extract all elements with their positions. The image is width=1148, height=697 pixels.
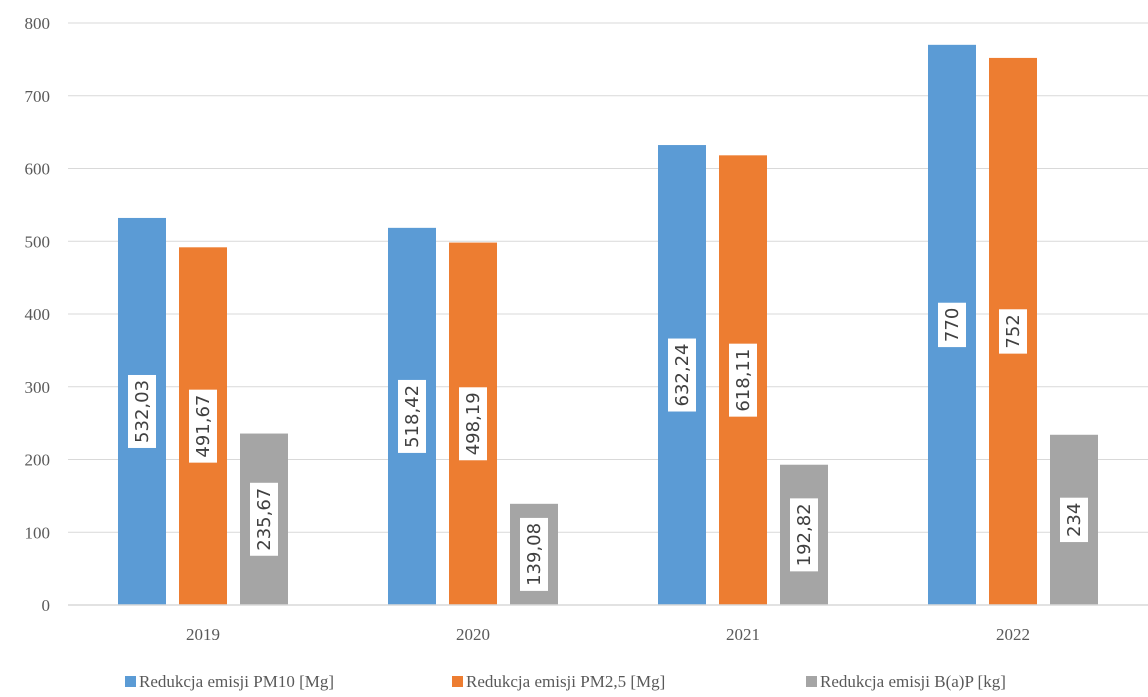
data-label: 498,19 — [459, 387, 487, 460]
data-label: 518,42 — [398, 380, 426, 453]
data-label: 491,67 — [189, 390, 217, 463]
data-label: 532,03 — [128, 375, 156, 448]
data-label-text: 498,19 — [463, 392, 484, 455]
y-tick-label: 200 — [25, 451, 51, 470]
legend-swatch — [125, 676, 136, 687]
x-tick-label: 2020 — [456, 625, 490, 644]
data-label-text: 192,82 — [794, 503, 815, 566]
data-label-text: 752 — [1003, 314, 1024, 348]
legend-label: Redukcja emisji PM2,5 [Mg] — [466, 672, 665, 691]
y-tick-label: 800 — [25, 14, 51, 33]
grid-layer — [68, 23, 1148, 605]
data-label: 139,08 — [520, 518, 548, 591]
y-tick-label: 500 — [25, 232, 51, 251]
data-label: 192,82 — [790, 498, 818, 571]
data-label-text: 234 — [1064, 503, 1085, 537]
data-label-text: 532,03 — [132, 380, 153, 443]
legend: Redukcja emisji PM10 [Mg] Redukcja emisji… — [125, 672, 1006, 691]
y-tick-label: 400 — [25, 305, 51, 324]
legend-item: Redukcja emisji PM2,5 [Mg] — [452, 672, 665, 691]
y-tick-label: 300 — [25, 378, 51, 397]
y-tick-label: 700 — [25, 87, 51, 106]
data-label: 770 — [938, 303, 966, 347]
x-tick-label: 2019 — [186, 625, 220, 644]
legend-swatch — [452, 676, 463, 687]
x-tick-label: 2022 — [996, 625, 1030, 644]
data-label-text: 518,42 — [402, 385, 423, 448]
data-label-text: 139,08 — [524, 523, 545, 586]
legend-item: Redukcja emisji B(a)P [kg] — [806, 672, 1006, 691]
data-label: 234 — [1060, 498, 1088, 542]
legend-label: Redukcja emisji B(a)P [kg] — [820, 672, 1006, 691]
y-tick-label: 600 — [25, 160, 51, 179]
data-label-text: 235,67 — [254, 488, 275, 551]
legend-label: Redukcja emisji PM10 [Mg] — [139, 672, 334, 691]
data-label-text: 618,11 — [733, 349, 754, 412]
data-label-text: 491,67 — [193, 395, 214, 458]
legend-item: Redukcja emisji PM10 [Mg] — [125, 672, 334, 691]
data-label: 752 — [999, 309, 1027, 353]
data-label: 235,67 — [250, 483, 278, 556]
legend-swatch — [806, 676, 817, 687]
data-label-text: 632,24 — [672, 344, 693, 407]
data-label: 618,11 — [729, 344, 757, 417]
data-label-text: 770 — [942, 308, 963, 342]
y-tick-label: 0 — [42, 596, 51, 615]
y-tick-label: 100 — [25, 523, 51, 542]
data-label: 632,24 — [668, 339, 696, 412]
x-tick-label: 2021 — [726, 625, 760, 644]
